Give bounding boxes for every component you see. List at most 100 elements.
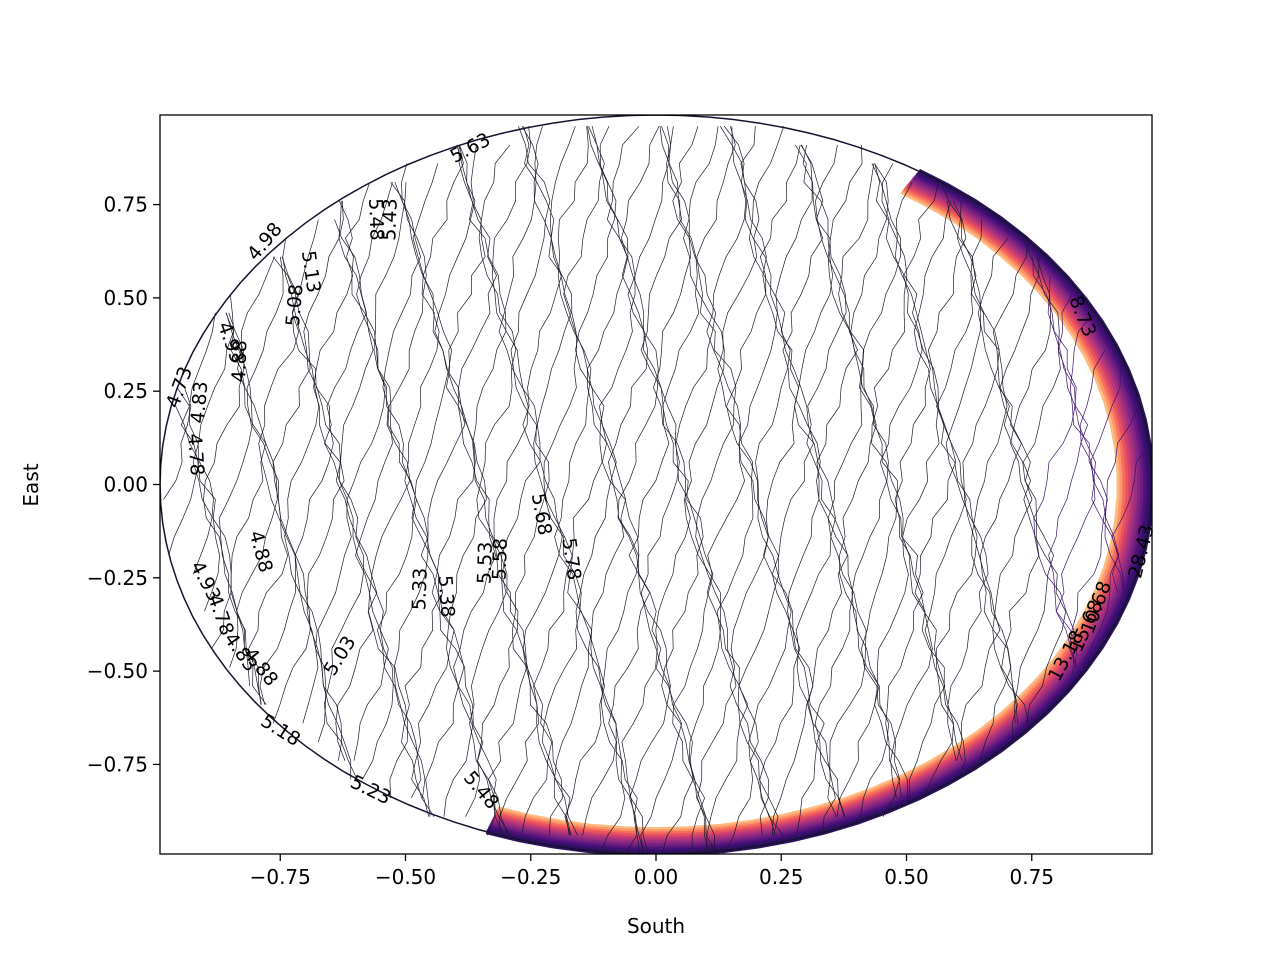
contour-line	[1125, 501, 1152, 593]
contour-line	[411, 163, 455, 817]
x-tick-label: 0.25	[759, 865, 804, 889]
contour-line	[303, 200, 345, 761]
contour-line	[935, 182, 978, 761]
contour-line	[879, 163, 924, 799]
y-axis-label: East	[19, 463, 43, 506]
x-tick-label: −0.50	[375, 865, 436, 889]
contour-line	[977, 237, 1022, 743]
contour-line	[292, 219, 334, 743]
contour-line	[683, 126, 725, 854]
contour-line	[355, 182, 394, 780]
contour-line	[488, 126, 531, 836]
contour-line	[498, 126, 541, 836]
contour-line	[716, 126, 760, 854]
contour-line	[586, 126, 629, 854]
contour-line	[313, 200, 354, 780]
contour-line	[617, 126, 662, 854]
x-tick-label: 0.00	[634, 865, 679, 889]
contour-line	[737, 126, 780, 836]
y-tick-label: −0.50	[87, 659, 148, 683]
contour-line	[469, 144, 509, 836]
y-tick-label: 0.25	[103, 379, 148, 403]
contour-line	[476, 144, 519, 836]
contour-label: 5.58	[488, 538, 511, 581]
contour-label: 5.48	[364, 198, 387, 241]
contour-line	[672, 126, 717, 854]
contour-line	[1055, 294, 1096, 668]
contour-line	[554, 126, 593, 836]
y-tick-label: 0.00	[103, 473, 148, 497]
x-tick-label: 0.75	[1009, 865, 1054, 889]
contour-line	[236, 256, 278, 705]
contour-line	[661, 126, 705, 854]
y-tick-label: −0.75	[87, 752, 148, 776]
contour-line	[541, 126, 582, 836]
contour-line	[323, 219, 367, 780]
contour-line	[420, 144, 466, 817]
contour-line	[706, 125, 749, 854]
contour-line	[640, 126, 683, 854]
contour-line	[836, 163, 880, 817]
contour-line	[850, 163, 889, 817]
contour-label: 5.33	[408, 567, 431, 610]
contour-line	[1111, 424, 1151, 593]
contour-line	[890, 182, 933, 799]
contour-label: 4.78	[183, 433, 208, 477]
contour-line	[246, 256, 289, 705]
contour-line	[272, 256, 311, 724]
contour-line	[1032, 256, 1077, 687]
contour-label: 5.08	[282, 283, 308, 327]
x-axis: −0.75 −0.50 −0.25 0.00 0.25 0.50 0.75	[250, 854, 1054, 889]
contour-line	[203, 312, 245, 668]
contour-line	[771, 144, 814, 836]
contour-line	[945, 200, 989, 761]
contour-line	[431, 144, 476, 817]
contour-line	[1079, 349, 1120, 668]
contour-line	[344, 182, 389, 761]
contour-line	[956, 200, 1001, 761]
contour-line	[1010, 256, 1054, 724]
contour-line	[258, 256, 300, 705]
contour-label: 5.38	[434, 575, 459, 619]
contour-line	[802, 144, 848, 817]
contour-line	[522, 126, 563, 836]
y-tick-label: 0.50	[103, 286, 148, 310]
contour-line	[401, 163, 444, 817]
contour-line	[999, 256, 1040, 724]
contour-line	[175, 405, 214, 575]
contour-label: 5.43	[378, 198, 401, 241]
contour-line	[1047, 275, 1088, 668]
contour-line	[814, 144, 858, 817]
x-axis-label: South	[627, 914, 685, 938]
contour-line	[653, 126, 694, 854]
contour-line	[859, 163, 901, 817]
contour-line	[575, 126, 617, 836]
contour-line	[168, 387, 200, 556]
contour-line	[446, 144, 487, 817]
y-tick-label: 0.75	[103, 193, 148, 217]
contour-label: 4.88	[228, 340, 251, 383]
contour-line	[282, 238, 320, 724]
contour-line	[606, 125, 651, 854]
contour-line	[1104, 405, 1139, 593]
contour-line	[335, 200, 378, 761]
contour-line	[563, 126, 605, 836]
contour-line	[533, 126, 573, 836]
contour-line	[1069, 312, 1108, 668]
plot-area	[160, 115, 1152, 854]
contour-line	[726, 126, 769, 836]
contour-line	[163, 387, 192, 500]
contour-line	[387, 181, 429, 799]
contour-line	[695, 126, 737, 854]
contour-line	[1022, 238, 1066, 724]
contour-line	[871, 163, 909, 799]
contour-lines	[160, 115, 1152, 854]
x-tick-label: −0.25	[500, 865, 561, 889]
contour-line	[782, 144, 825, 836]
contour-line	[970, 219, 1012, 761]
contour-line	[368, 182, 411, 799]
y-axis: −0.75 −0.50 −0.25 0.00 0.25 0.50 0.75	[87, 193, 160, 776]
contour-label: 4.83	[187, 380, 213, 424]
